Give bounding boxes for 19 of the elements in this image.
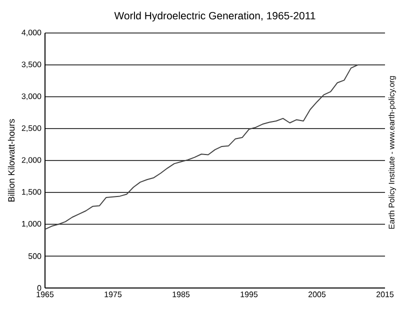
y-tick-label: 2,000 bbox=[22, 157, 42, 164]
y-tick-label: 0 bbox=[37, 285, 42, 291]
chart-title: World Hydroelectric Generation, 1965-2011 bbox=[114, 12, 316, 22]
y-tick-label: 3,500 bbox=[22, 62, 42, 68]
x-tick-label: 1985 bbox=[172, 292, 190, 298]
x-tick-label: 2005 bbox=[308, 292, 326, 298]
x-tick-label: 1965 bbox=[36, 292, 54, 298]
y-tick-label: 1,000 bbox=[22, 220, 42, 228]
y-tick-label: 2,500 bbox=[22, 125, 42, 132]
x-tick-label: 1995 bbox=[240, 292, 258, 298]
x-tick-label: 1975 bbox=[104, 292, 122, 298]
x-tick-label: 2015 bbox=[376, 292, 394, 298]
y-tick-label: 500 bbox=[28, 253, 42, 259]
y-axis-title: Billion Kilowatt-hours bbox=[8, 119, 15, 202]
y-tick-label: 4,000 bbox=[22, 30, 42, 36]
y-tick-label: 1,500 bbox=[22, 189, 42, 196]
line-series bbox=[44, 64, 358, 230]
y-tick-label: 3,000 bbox=[22, 93, 42, 100]
text: Earth Policy Institute - www.earth-policy.org bbox=[388, 76, 396, 229]
